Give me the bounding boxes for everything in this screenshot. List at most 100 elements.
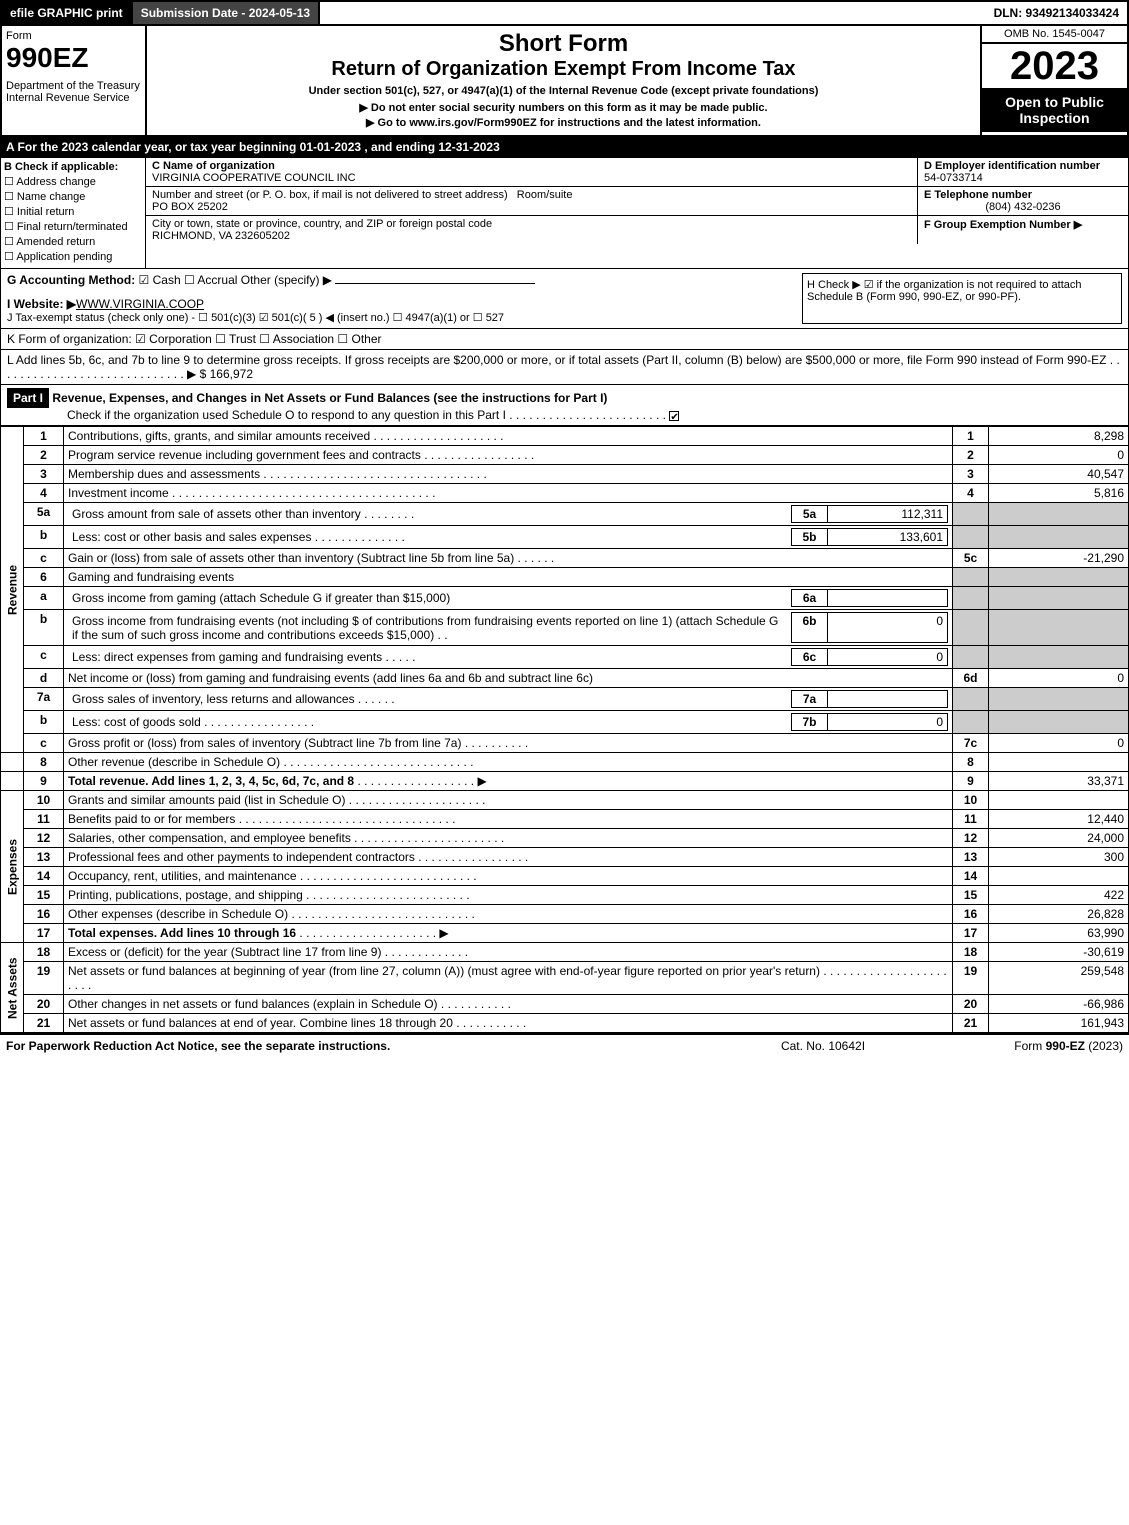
row-desc: Gross income from gaming (attach Schedul… [64,587,953,610]
inner-val: 133,601 [828,529,948,546]
row-num: c [24,646,64,669]
l-amount: ▶ $ 166,972 [187,367,253,381]
line-num: 15 [953,886,989,905]
row-num: b [24,526,64,549]
inner-val: 0 [828,649,948,666]
line-num: 5c [953,549,989,568]
row-num: 1 [24,427,64,446]
omb-number: OMB No. 1545-0047 [982,26,1127,44]
inner-val: 112,311 [828,506,948,523]
form-header: Form 990EZ Department of the Treasury In… [0,26,1129,137]
row-num: 19 [24,962,64,995]
row-desc: Other changes in net assets or fund bala… [64,995,953,1014]
row-desc: Occupancy, rent, utilities, and maintena… [64,867,953,886]
row-num: 3 [24,465,64,484]
line-num: 18 [953,943,989,962]
row-desc: Other revenue (describe in Schedule O) .… [64,753,953,772]
form-label: Form [6,30,141,42]
amount [989,753,1129,772]
part-i-sub: Check if the organization used Schedule … [67,408,506,422]
form-ref: Form 990-EZ (2023) [923,1039,1123,1053]
tax-year: 2023 [982,44,1127,88]
part-i-badge: Part I [7,388,49,408]
col-b-checkboxes: B Check if applicable: ☐ Address change … [1,158,146,268]
d-ein-label: D Employer identification number [924,160,1122,172]
chk-application-pending[interactable]: ☐ Application pending [4,250,142,263]
revenue-side-label: Revenue [1,427,24,753]
row-desc: Membership dues and assessments . . . . … [64,465,953,484]
row-desc: Net income or (loss) from gaming and fun… [64,669,953,688]
amount [989,791,1129,810]
row-num: d [24,669,64,688]
row-num: 4 [24,484,64,503]
chk-initial-return[interactable]: ☐ Initial return [4,205,142,218]
row-desc: Gross profit or (loss) from sales of inv… [64,734,953,753]
row-desc: Contributions, gifts, grants, and simila… [64,427,953,446]
inner-line: 7b [792,714,828,731]
chk-name-change[interactable]: ☐ Name change [4,190,142,203]
row-desc: Total expenses. Add lines 10 through 16 … [64,924,953,943]
row-desc: Gross sales of inventory, less returns a… [64,688,953,711]
row-num: 2 [24,446,64,465]
g-label: G Accounting Method: [7,273,135,287]
line-num: 21 [953,1014,989,1033]
amount [989,526,1129,549]
website-value[interactable]: WWW.VIRGINIA.COOP [76,297,204,311]
row-desc: Gross income from fundraising events (no… [64,610,953,646]
amount: 422 [989,886,1129,905]
row-num: 13 [24,848,64,867]
amount [989,503,1129,526]
row-num: 21 [24,1014,64,1033]
amount [989,610,1129,646]
line-num: 11 [953,810,989,829]
row-num: 10 [24,791,64,810]
amount: 0 [989,734,1129,753]
row-num: c [24,734,64,753]
amount: 24,000 [989,829,1129,848]
inner-line: 6a [792,590,828,607]
section-bcdef: B Check if applicable: ☐ Address change … [0,157,1129,269]
row-desc: Less: cost or other basis and sales expe… [64,526,953,549]
org-name: VIRGINIA COOPERATIVE COUNCIL INC [152,172,911,184]
paperwork-notice: For Paperwork Reduction Act Notice, see … [6,1039,723,1053]
amount [989,587,1129,610]
efile-print-button[interactable]: efile GRAPHIC print [2,2,133,24]
chk-address-change[interactable]: ☐ Address change [4,175,142,188]
row-num: b [24,610,64,646]
inner-line: 7a [792,691,828,708]
row-desc: Gaming and fundraising events [64,568,953,587]
row-desc: Net assets or fund balances at end of ye… [64,1014,953,1033]
inner-val [828,691,948,708]
row-num: c [24,549,64,568]
line-num: 9 [953,772,989,791]
row-num: 5a [24,503,64,526]
schedule-o-check[interactable] [669,411,679,421]
line-l: L Add lines 5b, 6c, and 7b to line 9 to … [0,350,1129,385]
chk-amended-return[interactable]: ☐ Amended return [4,235,142,248]
inner-line: 6c [792,649,828,666]
ssn-note: ▶ Do not enter social security numbers o… [151,101,976,114]
amount: -30,619 [989,943,1129,962]
j-tax-exempt: J Tax-exempt status (check only one) - ☐… [7,311,802,324]
room-label: Room/suite [517,189,573,201]
row-desc: Gross amount from sale of assets other t… [64,503,953,526]
line-num: 4 [953,484,989,503]
line-num [953,526,989,549]
row-num: 16 [24,905,64,924]
amount: 63,990 [989,924,1129,943]
row-num: 17 [24,924,64,943]
chk-label: Amended return [16,236,95,248]
row-desc: Investment income . . . . . . . . . . . … [64,484,953,503]
chk-label: Initial return [17,206,74,218]
e-phone-label: E Telephone number [924,189,1122,201]
line-num [953,587,989,610]
row-desc: Program service revenue including govern… [64,446,953,465]
row-num: 18 [24,943,64,962]
line-num: 8 [953,753,989,772]
submission-date: Submission Date - 2024-05-13 [133,2,320,24]
line-h: H Check ▶ ☑ if the organization is not r… [802,273,1122,324]
inner-val: 0 [828,714,948,731]
chk-final-return[interactable]: ☐ Final return/terminated [4,220,142,233]
amount: 5,816 [989,484,1129,503]
amount [989,867,1129,886]
